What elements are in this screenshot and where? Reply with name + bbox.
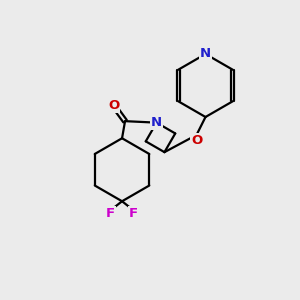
Text: F: F: [129, 207, 138, 220]
Text: N: N: [151, 116, 162, 129]
Text: F: F: [106, 207, 115, 220]
Text: N: N: [200, 47, 211, 61]
Text: O: O: [108, 99, 119, 112]
Text: O: O: [191, 134, 202, 147]
